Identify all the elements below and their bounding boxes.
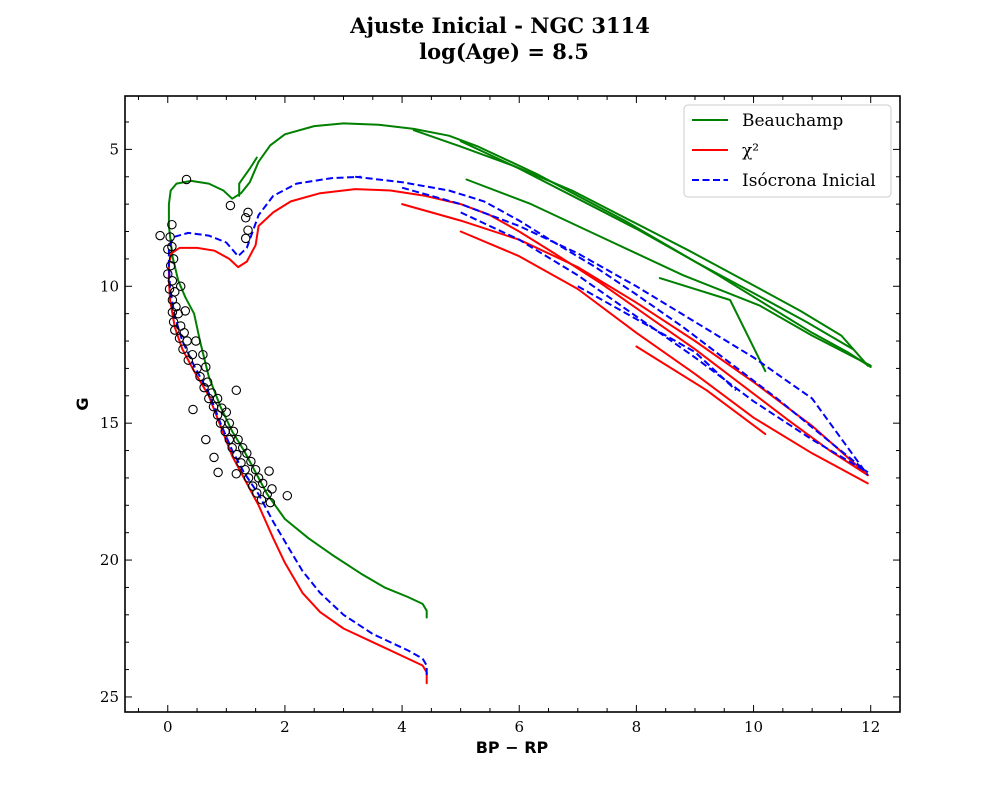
star-point bbox=[212, 410, 223, 420]
star-point bbox=[195, 371, 205, 382]
star-point bbox=[265, 497, 276, 508]
star-point bbox=[240, 464, 250, 475]
star-point bbox=[181, 174, 192, 185]
star-point bbox=[267, 484, 277, 494]
x-tick-label: 6 bbox=[514, 718, 524, 736]
star-point bbox=[163, 244, 173, 255]
series-line-isocrona-inicial-2 bbox=[355, 175, 869, 474]
y-tick-label: 15 bbox=[100, 414, 119, 432]
legend-label-beauchamp: Beauchamp bbox=[742, 111, 843, 131]
star-point bbox=[250, 464, 261, 475]
x-axis-label: BP − RP bbox=[476, 738, 549, 757]
star-point bbox=[155, 230, 165, 241]
series-layer bbox=[167, 122, 872, 685]
star-point bbox=[164, 284, 175, 294]
star-point bbox=[209, 452, 219, 463]
y-axis-label: G bbox=[73, 397, 92, 410]
star-point bbox=[165, 232, 175, 242]
star-point bbox=[178, 344, 188, 354]
star-point bbox=[264, 466, 274, 476]
star-point bbox=[233, 434, 243, 445]
star-point bbox=[224, 418, 235, 428]
star-point bbox=[227, 443, 237, 453]
star-point bbox=[167, 276, 178, 286]
star-point bbox=[199, 382, 209, 393]
x-tick-label: 4 bbox=[397, 718, 407, 736]
star-point bbox=[236, 458, 246, 468]
star-point bbox=[175, 281, 186, 292]
legend-box bbox=[683, 104, 892, 198]
star-point bbox=[243, 207, 253, 218]
series-line-chi2-2 bbox=[257, 188, 869, 477]
series-line-chi2-1 bbox=[167, 225, 428, 685]
star-point bbox=[240, 213, 251, 223]
chart-title: Ajuste Inicial - NGC 3114 bbox=[349, 13, 650, 38]
y-tick-label: 5 bbox=[109, 140, 119, 158]
star-point bbox=[163, 269, 173, 279]
star-point bbox=[188, 404, 198, 415]
star-point bbox=[247, 481, 258, 491]
series-line-chi2-4 bbox=[459, 230, 869, 485]
star-point bbox=[180, 306, 191, 316]
series-line-beauchamp-6 bbox=[465, 178, 872, 367]
star-point bbox=[242, 448, 252, 459]
legend: Beauchamp χ² Isócrona Inicial bbox=[683, 104, 892, 198]
series-line-beauchamp-7 bbox=[658, 277, 767, 373]
star-point bbox=[262, 489, 273, 500]
series-line-beauchamp-5 bbox=[459, 140, 855, 351]
x-tick-label: 0 bbox=[163, 718, 173, 736]
series-line-beauchamp-2 bbox=[238, 156, 258, 197]
x-tick-label: 2 bbox=[280, 718, 290, 736]
x-tick-label: 12 bbox=[861, 718, 880, 736]
stars-layer bbox=[155, 174, 293, 508]
star-point bbox=[232, 449, 242, 460]
series-line-isocrona-inicial-5 bbox=[577, 285, 737, 392]
legend-label-isocrona-inicial: Isócrona Inicial bbox=[742, 171, 876, 191]
star-point bbox=[243, 473, 254, 483]
star-point bbox=[183, 355, 194, 365]
star-point bbox=[198, 349, 208, 360]
series-line-isocrona-inicial-4 bbox=[460, 211, 869, 474]
y-tick-label: 25 bbox=[100, 688, 119, 706]
star-point bbox=[228, 426, 239, 437]
series-line-chi2-5 bbox=[635, 345, 767, 436]
x-tick-label: 8 bbox=[632, 718, 642, 736]
star-point bbox=[201, 362, 211, 372]
star-point bbox=[231, 469, 242, 479]
star-point bbox=[167, 307, 178, 318]
y-tick-label: 20 bbox=[100, 551, 119, 569]
star-point bbox=[282, 490, 293, 501]
star-point bbox=[225, 200, 236, 211]
star-point bbox=[167, 219, 177, 230]
star-point bbox=[231, 385, 242, 396]
star-point bbox=[213, 467, 223, 478]
star-point bbox=[201, 434, 211, 445]
x-tick-label: 10 bbox=[744, 718, 763, 736]
chart-subtitle: log(Age) = 8.5 bbox=[419, 39, 589, 64]
star-point bbox=[246, 456, 256, 467]
legend-label-chi2: χ² bbox=[742, 141, 759, 161]
series-line-beauchamp-3 bbox=[257, 122, 872, 368]
plot-frame bbox=[124, 95, 901, 713]
star-point bbox=[252, 488, 262, 498]
series-line-isocrona-inicial-3 bbox=[401, 186, 869, 476]
star-point bbox=[257, 478, 268, 489]
star-point bbox=[202, 377, 213, 387]
star-point bbox=[221, 407, 232, 417]
star-point bbox=[212, 393, 223, 404]
star-point bbox=[240, 233, 251, 244]
star-point bbox=[170, 325, 180, 335]
series-line-beauchamp-4 bbox=[412, 129, 869, 367]
star-point bbox=[165, 260, 176, 271]
star-point bbox=[256, 495, 267, 505]
star-point bbox=[191, 336, 201, 346]
star-point bbox=[206, 388, 217, 398]
star-point bbox=[179, 328, 189, 338]
y-tick-label: 10 bbox=[100, 277, 119, 295]
